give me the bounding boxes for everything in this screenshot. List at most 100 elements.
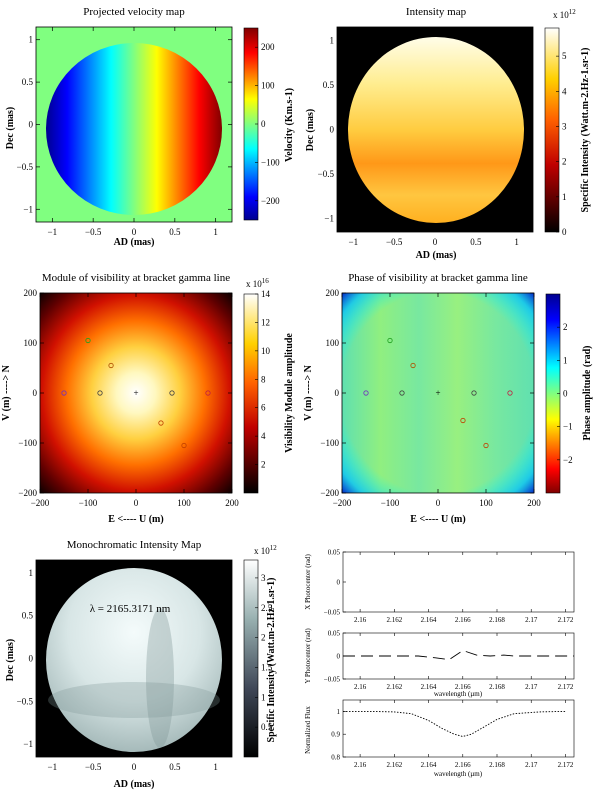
colorbar-tick-label: 1 — [563, 355, 568, 365]
x-tick-label: 2.166 — [455, 616, 471, 624]
velocity-map-yticks: −1 −0.5 0 0.5 1 — [17, 35, 232, 214]
colorbar-tick-label: −2 — [563, 455, 573, 465]
visibility-module-uv-points: + — [61, 337, 211, 449]
y-photocenter-xticks: 2.16 2.162 2.164 2.166 2.168 2.17 2.172 — [354, 633, 574, 691]
visibility-module-colorbar — [243, 293, 259, 494]
mono-intensity-panel: Monochromatic Intensity Map λ = 2165.317… — [5, 539, 277, 790]
uv-point: + — [435, 388, 440, 398]
x-photocenter-axes — [342, 551, 575, 613]
visibility-module-xlabel: E <---- U (m) — [108, 514, 163, 525]
x-tick-label: 2.168 — [489, 761, 505, 769]
y-tick-label: 0.8 — [331, 754, 340, 762]
y-tick-label: 0 — [337, 653, 341, 661]
mono-intensity-disk — [46, 568, 222, 752]
y-tick-label: 0.9 — [331, 731, 340, 739]
visibility-phase-uv-points: + — [363, 337, 513, 449]
y-tick-label: 0.5 — [22, 77, 34, 87]
colorbar-tick-label: 1.5 — [261, 662, 273, 672]
colorbar-tick-label: 2 — [261, 460, 266, 470]
y-tick-label: 100 — [24, 338, 38, 348]
colorbar-tick-label: 0 — [563, 389, 568, 399]
visibility-phase-ylabel: V (m) ----> N — [303, 364, 314, 421]
uv-point: + — [133, 388, 138, 398]
colorbar-tick-label: 0 — [562, 227, 567, 237]
visibility-phase-yticks: −200 −100 0 100 200 — [320, 288, 534, 498]
visibility-module-yticks: −200 −100 0 100 200 — [18, 288, 232, 498]
visibility-phase-colorbar-ticks: −2 −1 0 1 2 — [557, 322, 573, 465]
visibility-phase-edge — [342, 293, 534, 493]
colorbar-tick-label: 200 — [261, 42, 275, 52]
x-tick-label: 2.164 — [421, 683, 437, 691]
mono-intensity-absorption-band — [146, 608, 174, 748]
uv-point — [97, 390, 103, 396]
uv-point — [460, 417, 466, 424]
x-tick-label: 2.172 — [558, 761, 574, 769]
x-tick-label: 2.17 — [525, 683, 538, 691]
velocity-map-xticks: −1 −0.5 0 0.5 1 — [48, 27, 218, 237]
x-tick-label: −0.5 — [386, 237, 403, 247]
y-tick-label: 0 — [335, 388, 340, 398]
x-tick-label: 2.172 — [558, 683, 574, 691]
velocity-map-ylabel: Dec (mas) — [5, 107, 16, 149]
x-photocenter-ylabel: X Photocenter (rad) — [304, 554, 312, 610]
uv-point — [387, 337, 393, 344]
visibility-phase-panel: Phase of visibility at bracket gamma lin… — [303, 272, 593, 525]
uv-point — [363, 390, 369, 396]
mono-intensity-yticks: −1 −0.5 0 0.5 1 — [17, 568, 232, 749]
x-tick-label: 2.16 — [354, 616, 367, 624]
y-tick-label: 0.5 — [323, 80, 335, 90]
y-tick-label: 200 — [24, 288, 38, 298]
x-tick-label: −100 — [381, 498, 400, 508]
x-tick-label: 2.162 — [386, 761, 402, 769]
x-tick-label: 0 — [436, 498, 441, 508]
y-tick-label: 0 — [33, 388, 38, 398]
normalized-flux-series — [343, 710, 566, 737]
visibility-module-colorbar-exponent: x 1016 — [246, 277, 269, 289]
x-tick-label: −200 — [333, 498, 352, 508]
velocity-colorbar-ticks: −200 −100 0 100 200 — [255, 42, 280, 206]
mono-intensity-title: Monochromatic Intensity Map — [67, 539, 202, 551]
normalized-flux-axes — [342, 699, 575, 758]
x-tick-label: −0.5 — [85, 762, 102, 772]
mono-intensity-colorbar — [243, 559, 259, 758]
y-tick-label: −0.5 — [17, 696, 34, 706]
x-tick-label: −1 — [48, 227, 58, 237]
x-tick-label: 100 — [479, 498, 493, 508]
y-tick-label: 200 — [326, 288, 340, 298]
x-tick-label: 0 — [433, 237, 438, 247]
x-tick-label: 2.16 — [354, 761, 367, 769]
uv-point — [205, 390, 211, 396]
x-tick-label: 0 — [132, 762, 137, 772]
x-tick-label: 1 — [213, 227, 218, 237]
uv-point — [169, 390, 175, 396]
uv-point — [483, 442, 489, 449]
visibility-phase-title: Phase of visibility at bracket gamma lin… — [348, 272, 528, 284]
mono-intensity-colorbar-ticks: 0.5 1 1.5 2 2.5 3 — [255, 573, 273, 732]
uv-point — [108, 362, 114, 369]
colorbar-tick-label: 3 — [562, 121, 567, 131]
uv-point — [61, 390, 67, 396]
y-tick-label: 0 — [337, 579, 341, 587]
uv-point — [85, 337, 91, 344]
y-tick-label: −100 — [320, 438, 339, 448]
x-tick-label: 2.172 — [558, 616, 574, 624]
intensity-map-ylabel: Dec (mas) — [305, 109, 316, 151]
uv-point — [410, 362, 416, 369]
x-tick-label: 100 — [177, 498, 191, 508]
visibility-module-colorbar-label: Visibility Module amplitude — [284, 333, 295, 453]
y-tick-label: 1 — [330, 35, 335, 45]
mono-intensity-colorbar-label: Specific Intensity (Watt.m-2.Hz-1.sr-1) — [266, 578, 277, 743]
colorbar-tick-label: 0.5 — [261, 722, 273, 732]
x-tick-label: −1 — [48, 762, 58, 772]
y-tick-label: −0.5 — [318, 169, 335, 179]
intensity-map-disk — [348, 37, 524, 223]
normalized-flux-yticks: 0.8 0.9 1 — [331, 708, 346, 762]
velocity-map-panel: Projected velocity map −1 −0.5 0 0.5 1 −1 −0.… — [5, 6, 295, 248]
colorbar-tick-label: 14 — [261, 289, 271, 299]
x-tick-label: −100 — [79, 498, 98, 508]
uv-point — [471, 390, 477, 396]
y-tick-label: −1 — [324, 214, 334, 224]
intensity-colorbar — [544, 27, 560, 233]
intensity-colorbar-label: Specific Intensity (Watt.m-2.Hz-1.sr-1) — [580, 48, 591, 213]
x-tick-label: 1 — [213, 762, 218, 772]
